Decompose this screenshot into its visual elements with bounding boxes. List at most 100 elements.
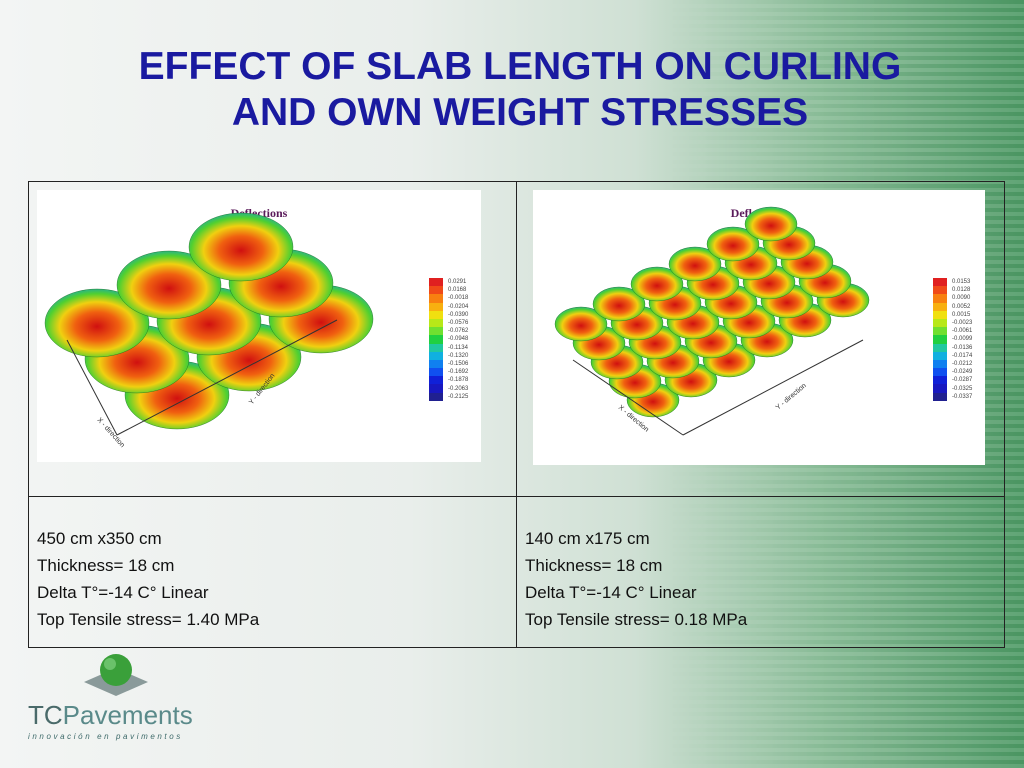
legend-value: -0.2125	[448, 393, 469, 400]
legend-value: -0.1692	[448, 369, 469, 376]
legend-swatch	[933, 368, 947, 377]
legend-entry: -0.0249	[933, 368, 973, 377]
legend-swatch	[933, 302, 947, 311]
legend-swatch	[429, 343, 443, 352]
legend-swatch	[933, 327, 947, 336]
legend-value: -0.0061	[952, 328, 973, 335]
legend-swatch	[429, 359, 443, 369]
legend-swatch	[933, 384, 947, 393]
comparison-table: Deflections X - direction	[28, 181, 1005, 648]
surface-bowl	[630, 266, 684, 302]
legend-value: -0.0287	[952, 377, 973, 384]
legend-entry: -0.1506	[429, 359, 469, 369]
legend-swatch	[429, 351, 443, 360]
right-axis-line-2	[682, 339, 864, 436]
legend-swatch	[933, 286, 947, 295]
legend-value: 0.0090	[952, 295, 971, 302]
logo-wordmark: TCPavements	[28, 700, 193, 730]
legend-entry: -0.0390	[429, 310, 468, 319]
right-description: 140 cm x175 cm Thickness= 18 cm Delta T°…	[517, 497, 1004, 633]
legend-entry: 0.0153	[933, 278, 972, 287]
legend-swatch	[933, 343, 947, 352]
legend-swatch	[429, 376, 443, 385]
legend-entry: -0.0762	[429, 327, 469, 336]
legend-value: 0.0128	[952, 287, 971, 294]
legend-entry: -0.0948	[429, 335, 469, 344]
right-legend: 0.0153 0.0128 0.0090 0.0052 0.0015 -0.0023 -0.…	[933, 278, 972, 401]
legend-value: -0.0204	[448, 303, 469, 310]
legend-entry: 0.0128	[933, 286, 972, 295]
legend-value: -0.0018	[448, 295, 469, 302]
legend-entry: 0.0168	[429, 286, 468, 295]
left-axis-line-2	[116, 319, 338, 436]
legend-entry: -0.1134	[429, 343, 468, 352]
legend-value: -0.0099	[952, 336, 973, 343]
legend-swatch	[429, 392, 443, 401]
right-thickness: Thickness= 18 cm	[525, 556, 663, 575]
legend-value: -0.0325	[952, 385, 973, 392]
left-description-cell: 450 cm x350 cm Thickness= 18 cm Delta T°…	[28, 496, 517, 648]
left-image-cell: Deflections X - direction	[28, 181, 517, 497]
logo-sphere-icon	[84, 654, 148, 696]
logo-tagline: innovación en pavimentos	[28, 732, 183, 741]
left-dimensions: 450 cm x350 cm	[37, 529, 162, 548]
legend-entry: -0.0325	[933, 384, 973, 393]
right-image-cell: Deflections X - direction Y - direction …	[516, 181, 1005, 497]
title-line-2: AND OWN WEIGHT STRESSES	[231, 91, 809, 134]
legend-entry: -0.0136	[933, 343, 973, 352]
right-axis-line	[572, 359, 684, 436]
legend-swatch	[429, 384, 443, 393]
legend-swatch	[933, 359, 947, 369]
legend-entry: -0.0212	[933, 359, 973, 369]
legend-value: 0.0015	[952, 311, 971, 318]
surface-bowl	[554, 306, 608, 342]
legend-value: -0.0212	[952, 360, 973, 367]
legend-value: 0.0168	[448, 287, 467, 294]
legend-entry: 0.0291	[429, 278, 468, 287]
surface-bowl	[744, 206, 798, 242]
left-tensile-stress: Top Tensile stress= 1.40 MPa	[37, 610, 260, 629]
legend-entry: -0.0337	[933, 392, 972, 401]
surface-bowl	[592, 286, 646, 322]
legend-swatch	[933, 318, 947, 328]
left-delta-t: Delta T°=-14 C° Linear	[37, 583, 209, 602]
left-surface	[44, 212, 374, 430]
legend-value: -0.1506	[448, 360, 469, 367]
left-deflection-plot: Deflections X - direction	[37, 190, 481, 462]
legend-entry: 0.0015	[933, 310, 972, 319]
legend-swatch	[933, 294, 947, 303]
right-dimensions: 140 cm x175 cm	[525, 529, 650, 548]
title-line-1: EFFECT OF SLAB LENGTH ON CURLING	[138, 45, 902, 88]
left-axis-line	[66, 339, 118, 436]
legend-swatch	[429, 368, 443, 377]
surface-bowl	[44, 288, 150, 358]
right-delta-t: Delta T°=-14 C° Linear	[525, 583, 697, 602]
right-deflection-plot: Deflections X - direction Y - direction …	[533, 190, 985, 465]
legend-swatch	[429, 327, 443, 336]
legend-value: -0.0136	[952, 344, 973, 351]
legend-swatch	[429, 286, 443, 295]
legend-entry: -0.1320	[429, 351, 469, 360]
legend-swatch	[933, 310, 947, 319]
legend-value: -0.0762	[448, 328, 469, 335]
legend-swatch	[429, 294, 443, 303]
legend-value: -0.0249	[952, 369, 973, 376]
legend-value: -0.0948	[448, 336, 469, 343]
legend-value: -0.1878	[448, 377, 469, 384]
legend-value: 0.0153	[952, 279, 971, 286]
legend-entry: -0.0204	[429, 302, 469, 311]
legend-swatch	[429, 310, 443, 319]
slide-title: EFFECT OF SLAB LENGTH ON CURLING AND OWN…	[40, 44, 1000, 136]
left-surface-svg: X - direction Y - direction	[44, 212, 374, 449]
tcpavements-logo: TCPavements innovación en pavimentos	[26, 648, 226, 748]
legend-value: -0.0576	[448, 320, 469, 327]
surface-bowl	[668, 246, 722, 282]
surface-bowl	[116, 250, 222, 320]
legend-entry: -0.0018	[429, 294, 469, 303]
legend-value: -0.1320	[448, 352, 469, 359]
legend-value: 0.0052	[952, 303, 971, 310]
legend-entry: -0.0099	[933, 335, 973, 344]
right-surface-svg: X - direction Y - direction	[554, 206, 870, 436]
legend-entry: -0.0576	[429, 318, 469, 328]
right-description-cell: 140 cm x175 cm Thickness= 18 cm Delta T°…	[516, 496, 1005, 648]
